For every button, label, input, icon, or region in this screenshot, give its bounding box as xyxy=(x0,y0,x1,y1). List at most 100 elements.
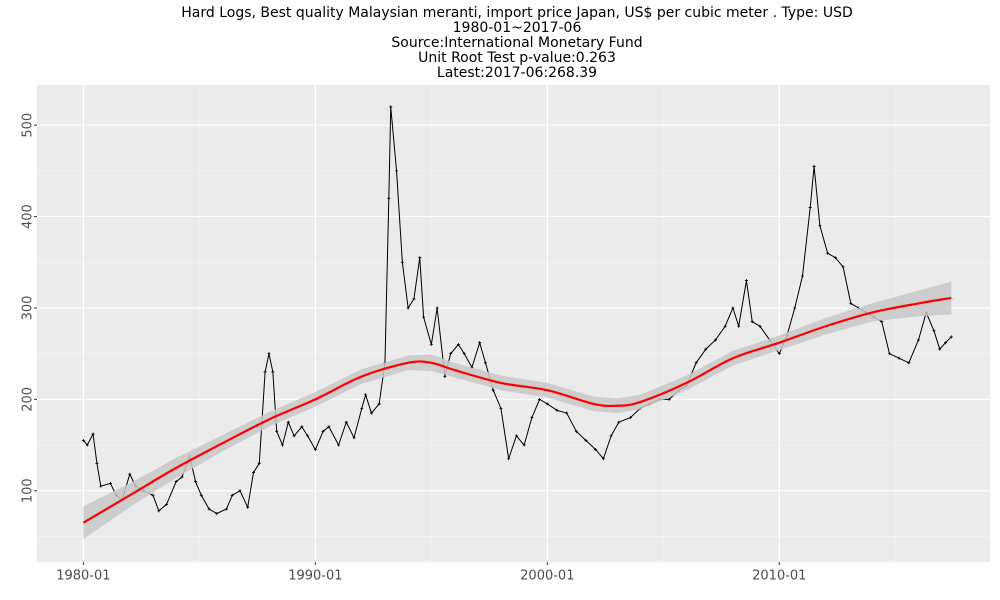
data-point xyxy=(230,493,234,497)
data-point xyxy=(418,256,422,260)
data-point xyxy=(360,406,364,410)
data-point xyxy=(337,443,341,447)
data-point xyxy=(601,457,605,461)
data-point xyxy=(364,393,368,397)
data-point xyxy=(812,164,816,168)
data-point xyxy=(800,274,804,278)
data-point xyxy=(667,397,671,401)
data-point xyxy=(377,402,381,406)
data-point xyxy=(949,335,953,339)
data-point xyxy=(594,448,598,452)
y-tick-label: 200 xyxy=(21,387,36,412)
data-point xyxy=(565,411,569,415)
x-tick-label: 1980-01 xyxy=(56,569,110,584)
data-point xyxy=(400,260,404,264)
data-point xyxy=(522,443,526,447)
data-point xyxy=(491,388,495,392)
data-point xyxy=(389,105,393,109)
data-point xyxy=(841,265,845,269)
data-point xyxy=(292,434,296,438)
data-point xyxy=(321,429,325,433)
data-point xyxy=(555,408,559,412)
data-point xyxy=(207,507,211,511)
data-point xyxy=(538,397,542,401)
data-point xyxy=(938,347,942,351)
data-point xyxy=(932,329,936,333)
data-point xyxy=(731,306,735,310)
data-point xyxy=(826,251,830,255)
data-point xyxy=(215,512,219,516)
trend-line xyxy=(82,296,952,524)
chart-title: Hard Logs, Best quality Malaysian merant… xyxy=(181,5,853,21)
data-point xyxy=(793,306,797,310)
data-point xyxy=(151,493,155,497)
data-point xyxy=(128,472,132,476)
data-point xyxy=(897,356,901,360)
data-point xyxy=(694,361,698,365)
data-point xyxy=(81,438,85,442)
data-point xyxy=(352,436,356,440)
data-point xyxy=(194,480,198,484)
data-point xyxy=(456,343,460,347)
data-point xyxy=(443,375,447,378)
data-point xyxy=(246,505,250,509)
data-point xyxy=(157,509,161,513)
data-point xyxy=(609,434,613,438)
data-point xyxy=(750,320,754,324)
data-point xyxy=(530,416,534,420)
y-tick-label: 100 xyxy=(21,478,36,503)
data-point xyxy=(108,481,112,485)
data-point xyxy=(286,420,290,424)
data-point xyxy=(449,352,453,356)
data-point xyxy=(199,493,203,497)
data-point xyxy=(818,224,822,228)
data-point xyxy=(478,341,482,345)
data-point xyxy=(833,256,837,260)
data-point xyxy=(429,343,433,347)
data-point xyxy=(280,443,284,447)
data-point xyxy=(435,306,439,310)
data-point xyxy=(499,406,503,410)
data-point xyxy=(369,411,373,415)
data-point xyxy=(412,297,416,301)
data-point xyxy=(744,279,748,283)
data-point xyxy=(944,341,948,345)
x-tick-label: 2000-01 xyxy=(520,569,574,584)
data-point xyxy=(224,507,228,511)
data-point xyxy=(174,480,178,484)
data-point xyxy=(99,484,103,488)
data-point xyxy=(887,352,891,356)
chart-title: Latest:2017-06:268.39 xyxy=(437,65,597,81)
data-point xyxy=(617,420,621,424)
data-point xyxy=(714,338,718,342)
data-point xyxy=(252,470,256,474)
data-point xyxy=(275,429,279,433)
confidence-band xyxy=(83,281,952,540)
data-point xyxy=(483,361,487,365)
data-point xyxy=(808,205,812,209)
data-point xyxy=(723,324,727,328)
data-point xyxy=(300,425,304,429)
y-tick-label: 300 xyxy=(21,296,36,321)
data-point xyxy=(507,457,511,461)
data-point xyxy=(306,434,310,438)
data-point xyxy=(880,320,884,324)
data-point xyxy=(91,432,95,436)
data-point xyxy=(422,315,426,319)
data-point xyxy=(395,169,399,173)
data-point xyxy=(916,338,920,342)
chart-title: Unit Root Test p-value:0.263 xyxy=(418,50,616,66)
chart-title: Source:International Monetary Fund xyxy=(391,35,642,51)
data-point xyxy=(85,443,89,447)
chart-title: 1980-01~2017-06 xyxy=(453,20,582,36)
y-tick-label: 500 xyxy=(21,113,36,138)
data-point xyxy=(327,425,331,429)
data-point xyxy=(180,475,184,479)
data-point xyxy=(313,448,317,452)
x-tick-label: 1990-01 xyxy=(288,569,342,584)
data-point xyxy=(267,352,271,356)
data-point xyxy=(462,352,466,356)
data-point xyxy=(344,420,348,424)
data-point xyxy=(737,324,741,328)
